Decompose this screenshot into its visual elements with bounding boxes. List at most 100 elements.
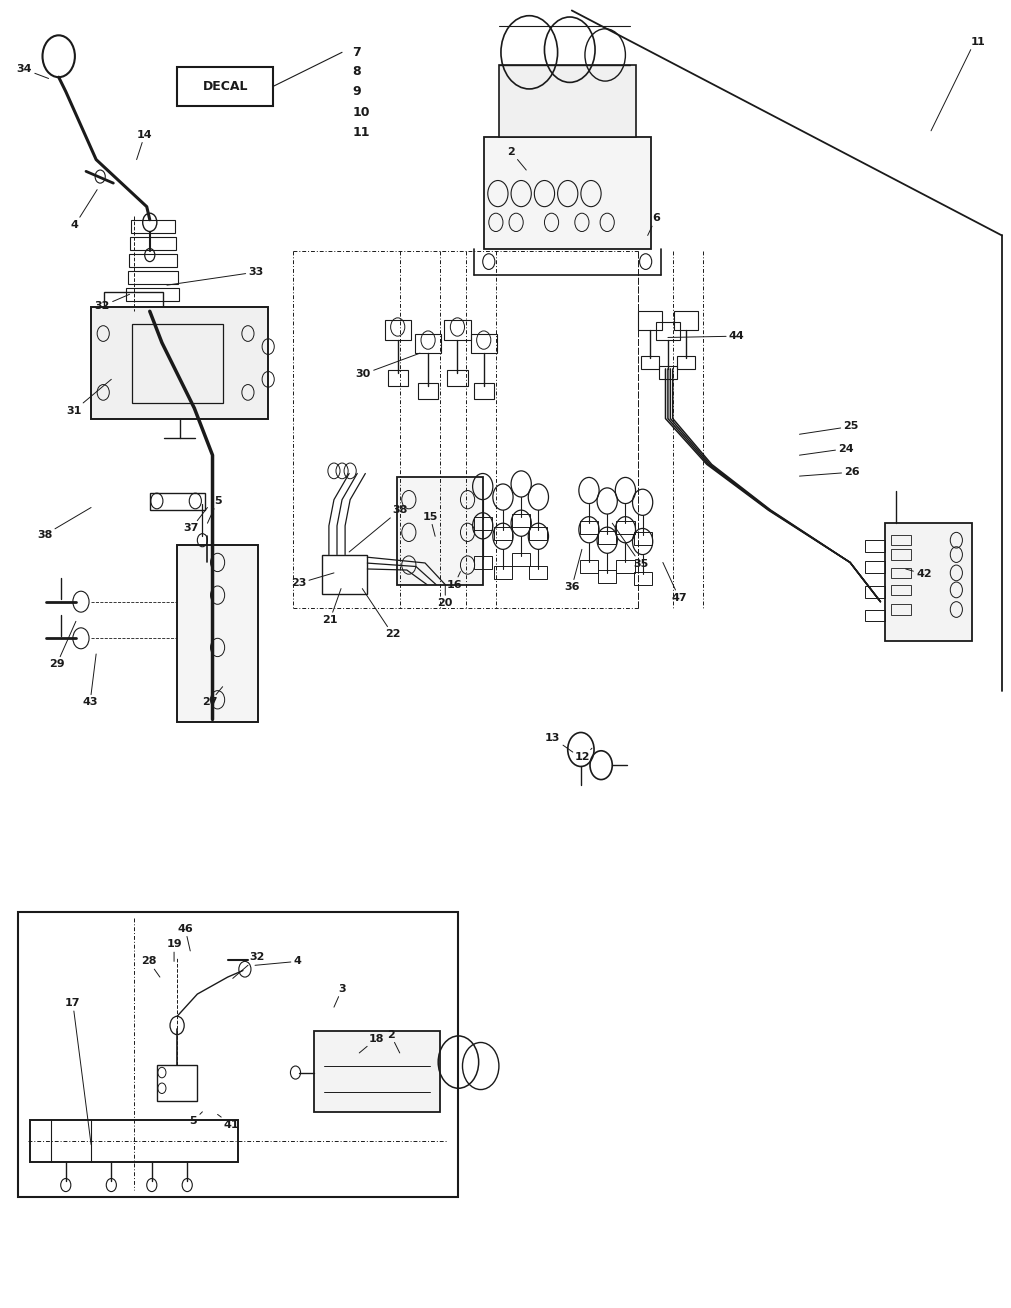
Text: 25: 25 xyxy=(799,421,858,434)
Text: 5: 5 xyxy=(207,496,221,523)
Bar xyxy=(673,311,698,330)
Text: 22: 22 xyxy=(362,589,400,640)
Bar xyxy=(415,334,441,353)
Text: 3: 3 xyxy=(334,984,346,1007)
Bar xyxy=(864,610,885,621)
Text: 16: 16 xyxy=(446,572,462,590)
Text: 32: 32 xyxy=(233,952,265,978)
Bar xyxy=(864,540,885,552)
Bar xyxy=(444,320,470,340)
Text: 35: 35 xyxy=(612,523,648,569)
Text: 15: 15 xyxy=(422,511,438,536)
Bar xyxy=(493,527,512,540)
Bar xyxy=(177,545,258,722)
Bar xyxy=(30,1120,238,1162)
Bar xyxy=(396,477,482,585)
Bar xyxy=(157,1065,197,1101)
Bar xyxy=(313,1031,440,1112)
Bar xyxy=(104,292,163,311)
Bar xyxy=(633,532,651,545)
Bar xyxy=(890,535,910,545)
Bar xyxy=(885,523,971,641)
Text: 24: 24 xyxy=(799,443,853,455)
Bar xyxy=(18,912,458,1197)
Bar xyxy=(616,521,634,534)
Text: 33: 33 xyxy=(167,267,264,285)
Bar xyxy=(321,555,367,594)
Bar xyxy=(616,560,634,573)
Bar xyxy=(864,561,885,573)
Text: 32: 32 xyxy=(94,294,129,311)
Bar xyxy=(126,288,179,301)
Bar xyxy=(512,553,530,566)
Bar xyxy=(579,521,598,534)
Text: 17: 17 xyxy=(65,998,91,1144)
Text: 28: 28 xyxy=(141,956,160,977)
Text: 47: 47 xyxy=(662,562,686,603)
Bar xyxy=(640,356,658,369)
Text: 5: 5 xyxy=(189,1112,202,1126)
Text: 14: 14 xyxy=(136,129,153,160)
Bar xyxy=(598,531,616,544)
Text: 44: 44 xyxy=(667,331,744,341)
Text: 6: 6 xyxy=(647,213,659,235)
Bar xyxy=(529,566,547,579)
Text: 38: 38 xyxy=(36,508,91,540)
Text: 21: 21 xyxy=(321,589,341,625)
Text: 36: 36 xyxy=(563,549,581,593)
Bar xyxy=(387,370,407,386)
Bar xyxy=(130,220,175,233)
Bar xyxy=(633,572,651,585)
Text: 29: 29 xyxy=(49,621,76,670)
Bar xyxy=(890,604,910,615)
Text: 11: 11 xyxy=(352,126,369,139)
Text: 2: 2 xyxy=(507,146,526,170)
Text: 37: 37 xyxy=(183,508,207,534)
Text: 9: 9 xyxy=(352,85,361,98)
Text: 46: 46 xyxy=(177,923,193,951)
Bar xyxy=(890,568,910,578)
Text: 13: 13 xyxy=(544,732,572,752)
Text: 7: 7 xyxy=(352,46,361,59)
Text: 2: 2 xyxy=(386,1029,399,1053)
Text: 4: 4 xyxy=(255,956,301,967)
Bar xyxy=(473,383,493,399)
Bar xyxy=(150,493,205,510)
Bar xyxy=(473,556,491,569)
Text: 10: 10 xyxy=(352,106,369,119)
Text: 38: 38 xyxy=(349,505,407,552)
Text: 31: 31 xyxy=(66,379,111,416)
Bar xyxy=(655,322,679,340)
Text: DECAL: DECAL xyxy=(202,80,248,93)
Bar xyxy=(483,137,650,249)
Text: 1: 1 xyxy=(976,37,984,47)
Text: 26: 26 xyxy=(799,467,859,477)
Text: 34: 34 xyxy=(16,64,49,78)
Text: 42: 42 xyxy=(905,569,931,579)
Bar xyxy=(447,370,467,386)
Bar xyxy=(864,586,885,598)
Bar xyxy=(890,549,910,560)
Text: 43: 43 xyxy=(82,654,98,708)
Text: 4: 4 xyxy=(71,190,97,230)
Bar xyxy=(676,356,695,369)
Text: 19: 19 xyxy=(166,939,182,961)
Bar xyxy=(529,527,547,540)
Text: 18: 18 xyxy=(359,1033,384,1053)
Bar xyxy=(418,383,438,399)
Text: 30: 30 xyxy=(355,353,420,379)
Bar xyxy=(493,566,512,579)
Bar xyxy=(128,254,177,267)
Text: 20: 20 xyxy=(437,585,453,608)
Bar xyxy=(658,366,676,379)
Bar xyxy=(473,517,491,530)
Bar xyxy=(177,67,273,106)
Text: 12: 12 xyxy=(574,748,591,763)
Bar xyxy=(498,65,635,137)
Text: 41: 41 xyxy=(217,1114,240,1130)
Text: 8: 8 xyxy=(352,65,361,78)
Bar xyxy=(579,560,598,573)
Bar xyxy=(129,237,176,250)
Bar xyxy=(512,514,530,527)
Bar xyxy=(598,570,616,583)
